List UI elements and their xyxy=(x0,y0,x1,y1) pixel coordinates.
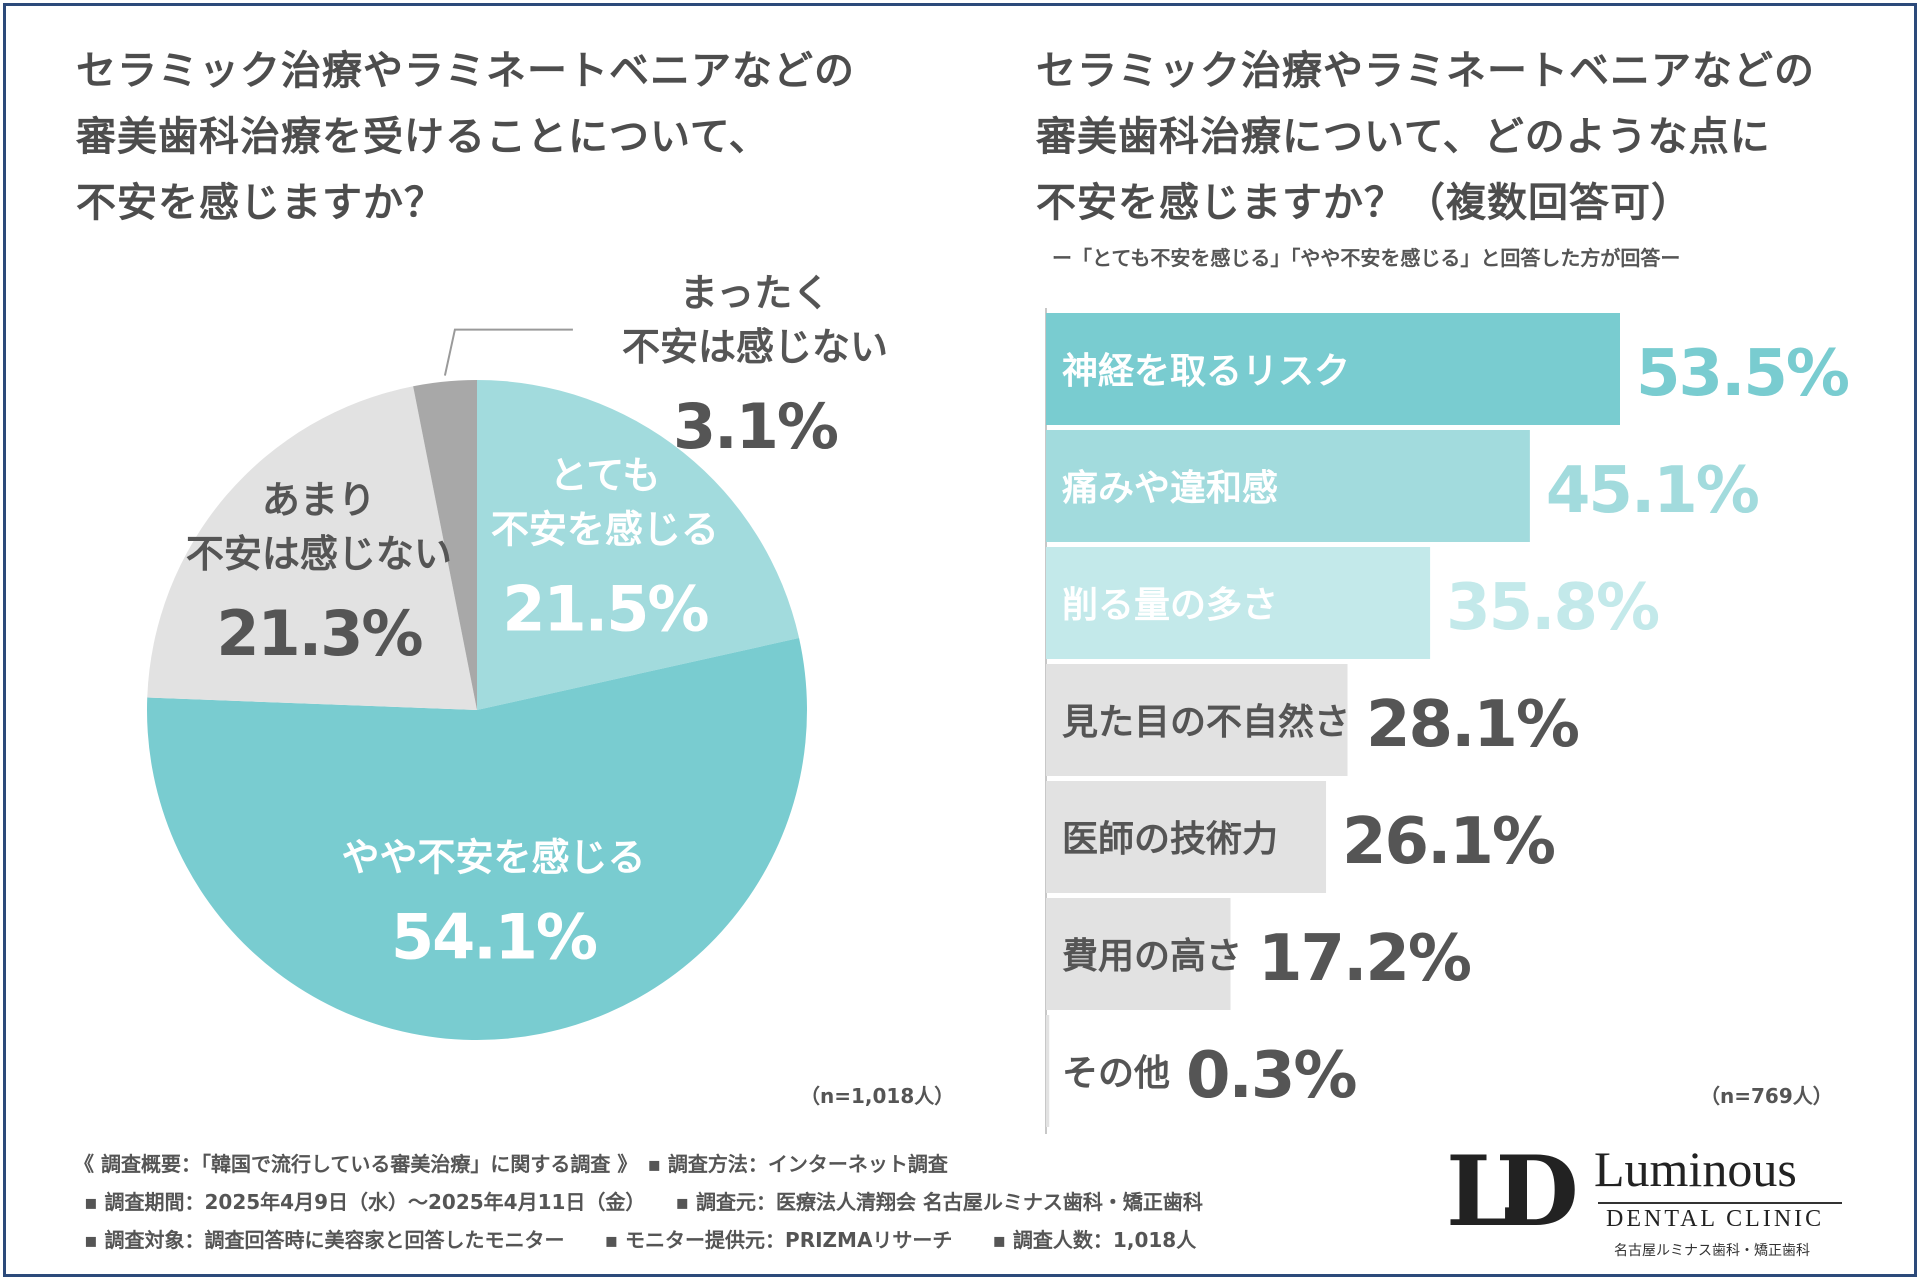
pie-slice xyxy=(146,638,808,1041)
pie-slice-label: とても xyxy=(549,453,660,497)
bar-value-label: 26.1% xyxy=(1342,805,1555,879)
bar-value-label: 28.1% xyxy=(1366,688,1579,762)
logo-mark: LD xyxy=(1446,1135,1579,1248)
pie-leader-line xyxy=(443,328,573,376)
bar xyxy=(1046,664,1348,776)
pie-slice-label: 不安は感じない xyxy=(186,532,452,576)
title-line: 審美歯科治療を受けることについて、 xyxy=(76,114,770,160)
title-line: 不安を感じますか？ xyxy=(76,180,445,226)
clinic-logo: LD Luminous DENTAL CLINIC 名古屋ルミナス歯科・矯正歯科 xyxy=(1446,1140,1846,1260)
title-line: セラミック治療やラミネートベニアなどの xyxy=(76,48,855,94)
bar xyxy=(1046,430,1530,542)
bar-value-label: 17.2% xyxy=(1258,922,1471,996)
bar-category-label: 削る量の多さ xyxy=(1062,585,1278,626)
pie-slice xyxy=(413,380,477,710)
pie-slice-label: やや不安を感じる xyxy=(342,836,646,880)
pie-slice-label: まったく xyxy=(680,271,830,315)
pie-value-label: 54.1% xyxy=(391,901,597,974)
bar xyxy=(1046,1015,1050,1127)
bar-value-label: 0.3% xyxy=(1186,1039,1356,1113)
title-line: 不安を感じますか？（複数回答可） xyxy=(1036,180,1692,226)
pie-slice-label: 不安を感じる xyxy=(491,507,719,551)
title-line: セラミック治療やラミネートベニアなどの xyxy=(1036,48,1815,94)
footer-survey-target: ▪ 調査対象：調査回答時に美容家と回答したモニター ▪ モニター提供元：PRIZ… xyxy=(84,1228,1197,1252)
footer-survey-period: ▪ 調査期間：2025年4月9日（水）～2025年4月11日（金） ▪ 調査元：… xyxy=(84,1190,1203,1214)
bar xyxy=(1046,547,1431,659)
pie-slice xyxy=(147,386,477,710)
bar xyxy=(1046,313,1620,425)
bar-chart-title: セラミック治療やラミネートベニアなどの 審美歯科治療について、どのような点に 不… xyxy=(1036,38,1815,236)
bar-value-label: 35.8% xyxy=(1446,571,1659,645)
bar-category-label: 神経を取るリスク xyxy=(1062,351,1350,392)
pie-value-label: 21.5% xyxy=(502,572,708,645)
pie-value-label: 21.3% xyxy=(216,597,422,670)
bar-category-label: 見た目の不自然さ xyxy=(1062,701,1350,743)
footer-survey-overview: 《 調査概要：「韓国で流行している審美治療」に関する調査 》 ▪ 調査方法：イン… xyxy=(74,1152,948,1176)
logo-japanese-name: 名古屋ルミナス歯科・矯正歯科 xyxy=(1614,1243,1810,1259)
logo-subtitle: DENTAL CLINIC xyxy=(1606,1206,1825,1232)
pie-slice-label: あまり xyxy=(262,478,376,522)
bar xyxy=(1046,898,1231,1010)
title-line: 審美歯科治療について、どのような点に xyxy=(1036,114,1771,160)
pie-sample-size: （n=1,018人） xyxy=(800,1084,955,1108)
bar-chart-subnote: ー「とても不安を感じる」「やや不安を感じる」と回答した方が回答ー xyxy=(1052,246,1681,270)
pie-slice xyxy=(477,380,800,710)
bar-category-label: 医師の技術力 xyxy=(1062,819,1278,860)
logo-divider xyxy=(1598,1202,1842,1204)
bar-category-label: その他 xyxy=(1062,1053,1170,1094)
bar-value-label: 45.1% xyxy=(1546,454,1759,528)
pie-slice-label: 不安は感じない xyxy=(622,325,888,369)
bar-category-label: 痛みや違和感 xyxy=(1062,468,1278,509)
bar xyxy=(1046,781,1327,893)
bar-category-label: 費用の高さ xyxy=(1062,936,1242,977)
bar-sample-size: （n=769人） xyxy=(1700,1084,1833,1108)
logo-name: Luminous xyxy=(1594,1141,1797,1197)
pie-value-label: 3.1% xyxy=(673,390,838,463)
pie-chart-title: セラミック治療やラミネートベニアなどの 審美歯科治療を受けることについて、 不安… xyxy=(76,38,855,236)
bar-value-label: 53.5% xyxy=(1636,337,1849,411)
page-frame xyxy=(3,3,1917,1277)
